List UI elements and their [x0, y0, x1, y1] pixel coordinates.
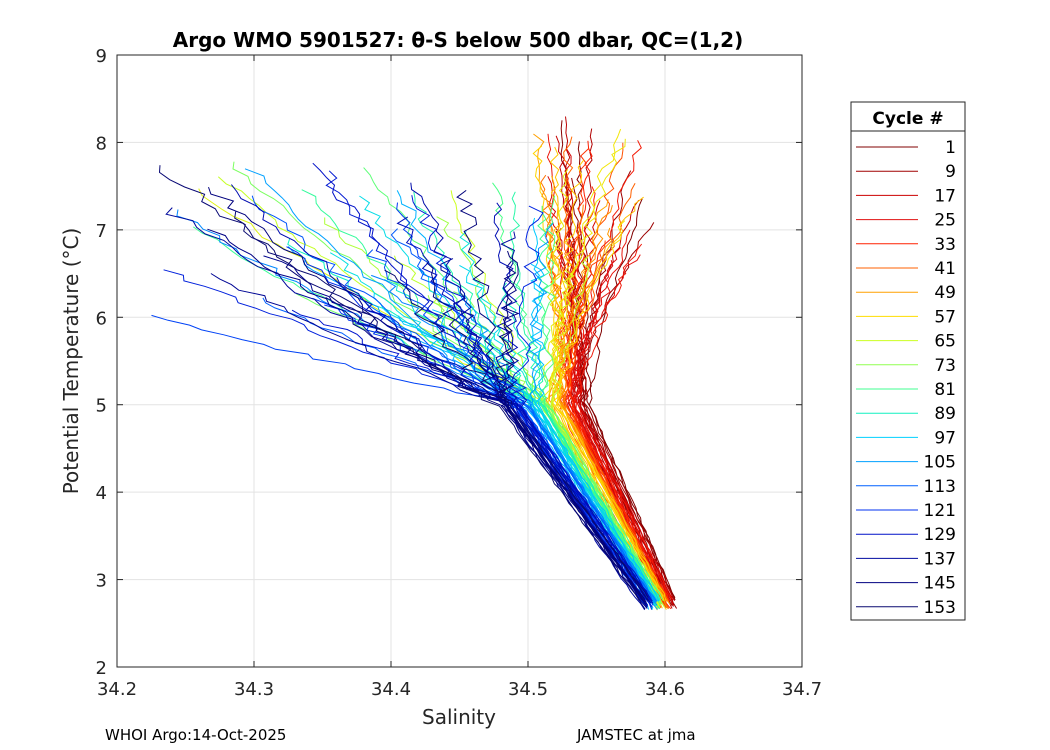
x-tick-label: 34.5 [508, 679, 548, 700]
x-axis-label: Salinity [422, 705, 496, 729]
footer-left: WHOI Argo:14-Oct-2025 [105, 726, 287, 744]
plot-frame [116, 54, 803, 668]
profile-line [551, 159, 667, 610]
profile-line [262, 297, 653, 599]
profile-line [359, 195, 657, 602]
legend-label: 9 [945, 162, 956, 182]
legend-label: 17 [934, 186, 956, 206]
chart-title: Argo WMO 5901527: θ-S below 500 dbar, QC… [173, 28, 743, 52]
legend-box [850, 101, 966, 621]
profile-line [509, 205, 653, 610]
profile-line [588, 198, 676, 598]
x-tick-label: 34.7 [782, 679, 822, 700]
y-tick-label: 8 [96, 133, 107, 154]
y-tick-label: 3 [96, 571, 107, 592]
profile-line [562, 162, 674, 607]
legend-label: 25 [934, 211, 956, 231]
legend-label: 73 [934, 356, 956, 376]
axis-ticks: 34.2 34.3 34.4 34.5 34.6 34.7 2 3 4 5 6 7 8 9 [96, 46, 822, 700]
legend-label: 81 [934, 380, 956, 400]
profile-line [549, 146, 667, 601]
profile-line [565, 147, 667, 601]
legend-entries: 1 9 17 25 33 41 49 57 65 73 81 89 97 105 113 121 129 137 1… [856, 138, 956, 618]
profile-line [396, 216, 654, 604]
y-tick-label: 6 [96, 308, 107, 329]
y-axis-label: Potential Temperature (°C) [59, 228, 83, 495]
profile-line [234, 211, 640, 601]
x-tick-label: 34.6 [645, 679, 685, 700]
legend-label: 1 [945, 138, 956, 158]
profile-line [495, 250, 646, 603]
legend-label: 49 [934, 283, 956, 303]
profile-line [550, 256, 665, 608]
legend-label: 41 [934, 259, 956, 279]
legend-label: 137 [924, 549, 956, 569]
legend-label: 121 [924, 501, 956, 521]
legend-title: Cycle # [872, 109, 943, 129]
profile-line [572, 243, 673, 599]
x-tick-label: 34.2 [97, 679, 137, 700]
x-tick-label: 34.3 [234, 679, 274, 700]
profile-line [493, 202, 650, 598]
legend: Cycle # 1 9 17 25 33 41 49 57 65 73 81 89 97 105 113 12… [850, 101, 966, 621]
legend-label: 97 [934, 428, 956, 448]
profile-line [569, 186, 670, 602]
profile-line [410, 182, 644, 599]
legend-label: 129 [924, 525, 956, 545]
profile-line [384, 269, 649, 598]
y-tick-label: 2 [96, 658, 107, 679]
y-tick-label: 7 [96, 221, 107, 242]
legend-label: 105 [924, 453, 956, 473]
legend-label: 57 [934, 307, 956, 327]
legend-label: 65 [934, 332, 956, 352]
legend-label: 33 [934, 235, 956, 255]
legend-label: 89 [934, 404, 956, 424]
footer-right: JAMSTEC at jma [577, 726, 696, 744]
profile-line [301, 189, 657, 600]
y-tick-label: 5 [96, 396, 107, 417]
profile-line [551, 175, 662, 598]
legend-label: 145 [924, 574, 956, 594]
x-tick-label: 34.4 [371, 679, 411, 700]
y-tick-label: 9 [96, 46, 107, 67]
profile-lines [151, 116, 678, 611]
profile-line [426, 262, 648, 605]
profile-line [556, 220, 665, 602]
legend-label: 153 [924, 598, 956, 618]
profile-line [371, 274, 658, 602]
legend-label: 113 [924, 477, 956, 497]
profile-line [581, 128, 675, 602]
y-tick-label: 4 [96, 483, 107, 504]
profile-line [287, 238, 661, 602]
profile-line [244, 168, 653, 603]
